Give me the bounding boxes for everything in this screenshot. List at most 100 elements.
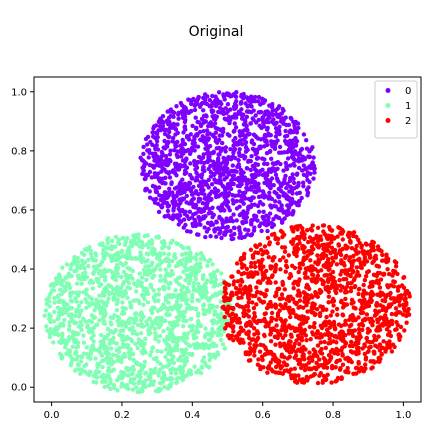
data-point bbox=[52, 309, 57, 315]
data-point bbox=[155, 160, 160, 165]
data-point bbox=[369, 289, 374, 295]
data-point bbox=[99, 353, 105, 358]
data-point bbox=[359, 321, 365, 327]
data-point bbox=[61, 278, 66, 283]
data-point bbox=[251, 195, 256, 200]
data-point bbox=[270, 256, 275, 261]
data-point bbox=[145, 142, 150, 147]
data-point bbox=[224, 229, 230, 234]
data-point bbox=[233, 156, 238, 161]
data-point bbox=[218, 229, 223, 234]
data-point bbox=[223, 149, 228, 154]
data-point bbox=[314, 291, 319, 296]
data-point bbox=[288, 314, 293, 320]
data-point bbox=[88, 352, 93, 357]
data-point bbox=[175, 130, 180, 136]
data-point bbox=[289, 225, 294, 230]
data-point bbox=[64, 262, 70, 267]
data-point bbox=[215, 126, 221, 131]
data-point bbox=[76, 324, 82, 329]
data-point bbox=[368, 280, 374, 285]
data-point bbox=[275, 241, 280, 246]
data-point bbox=[84, 345, 90, 350]
data-point bbox=[213, 282, 218, 287]
x-tick-label: 0.8 bbox=[325, 410, 341, 421]
data-point bbox=[102, 384, 107, 390]
data-point bbox=[172, 186, 178, 191]
data-point bbox=[158, 278, 163, 283]
data-point bbox=[380, 304, 386, 309]
data-point bbox=[91, 325, 97, 330]
data-point bbox=[229, 316, 235, 321]
data-point bbox=[294, 338, 299, 343]
data-point bbox=[238, 283, 243, 288]
data-point bbox=[104, 375, 109, 380]
x-tick-label: 0.4 bbox=[184, 410, 200, 421]
data-point bbox=[280, 282, 285, 287]
data-point bbox=[194, 257, 199, 262]
data-point bbox=[160, 123, 166, 129]
data-point bbox=[204, 128, 210, 133]
data-point bbox=[282, 355, 287, 360]
data-point bbox=[182, 114, 188, 119]
data-point bbox=[288, 115, 293, 121]
data-point bbox=[247, 351, 253, 356]
data-point bbox=[210, 214, 215, 220]
data-point bbox=[175, 241, 181, 247]
data-point bbox=[83, 319, 89, 324]
data-point bbox=[243, 288, 248, 293]
data-point bbox=[176, 110, 181, 116]
data-point bbox=[318, 323, 323, 328]
data-point bbox=[243, 216, 248, 222]
data-point bbox=[339, 258, 344, 263]
data-point bbox=[222, 177, 227, 182]
data-point bbox=[325, 264, 330, 269]
data-point bbox=[252, 225, 257, 230]
data-point bbox=[231, 212, 236, 217]
data-point bbox=[399, 295, 404, 300]
data-point bbox=[336, 322, 342, 327]
data-point bbox=[238, 337, 243, 342]
data-point bbox=[328, 251, 333, 256]
data-point bbox=[196, 222, 201, 227]
data-point bbox=[97, 318, 102, 323]
data-point bbox=[189, 192, 195, 197]
data-point bbox=[223, 197, 229, 202]
data-point bbox=[168, 375, 173, 381]
data-point bbox=[239, 100, 244, 105]
data-point bbox=[285, 156, 291, 161]
data-point bbox=[103, 245, 108, 250]
data-point bbox=[278, 344, 283, 349]
data-point bbox=[182, 164, 188, 169]
data-point bbox=[280, 324, 285, 329]
data-point bbox=[163, 273, 168, 278]
data-point bbox=[84, 351, 90, 357]
data-point bbox=[385, 332, 391, 337]
data-point bbox=[248, 95, 253, 100]
data-point bbox=[56, 332, 61, 338]
data-point bbox=[241, 96, 246, 101]
data-point bbox=[201, 283, 207, 289]
data-point bbox=[362, 316, 368, 322]
data-point bbox=[131, 367, 136, 372]
data-point bbox=[175, 376, 181, 381]
data-point bbox=[194, 176, 199, 182]
data-point bbox=[69, 261, 75, 267]
y-tick-label: 1.0 bbox=[11, 87, 27, 98]
data-point bbox=[189, 299, 195, 304]
chart-title: Original bbox=[188, 24, 244, 40]
data-point bbox=[163, 175, 168, 180]
data-point bbox=[404, 320, 409, 325]
data-point bbox=[241, 153, 246, 158]
data-point bbox=[330, 366, 335, 371]
data-point bbox=[51, 340, 56, 345]
data-point bbox=[197, 261, 203, 266]
data-point bbox=[264, 127, 270, 132]
data-point bbox=[163, 162, 169, 167]
data-point bbox=[349, 297, 355, 303]
data-point bbox=[74, 332, 80, 337]
data-point bbox=[182, 168, 188, 173]
data-point bbox=[256, 279, 261, 284]
data-point bbox=[271, 203, 276, 209]
data-point bbox=[152, 326, 157, 332]
